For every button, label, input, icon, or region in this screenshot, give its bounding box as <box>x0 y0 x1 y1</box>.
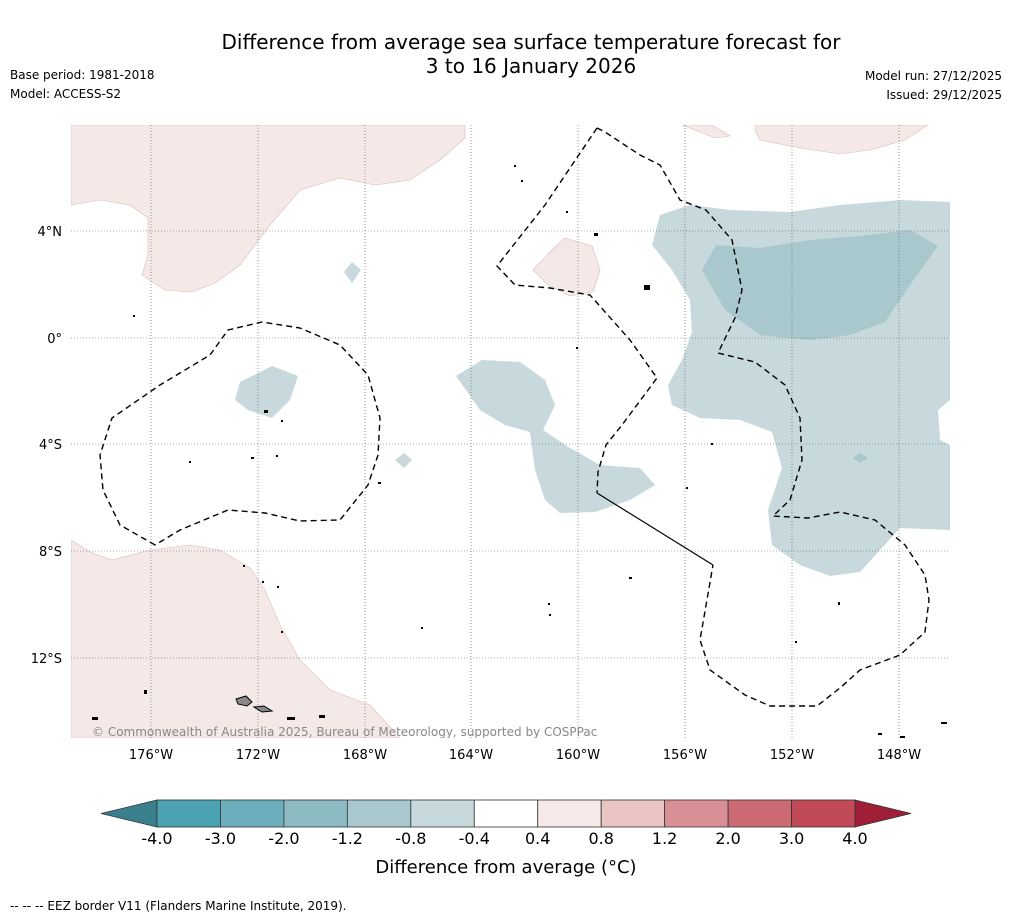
island-samoa-2 <box>252 705 274 713</box>
colorbar: -4.0 -3.0 -2.0 -1.2 -0.8 -0.4 0.4 0.8 1.2 2.0 3.0 4… <box>100 799 912 878</box>
warm-patch-central <box>532 237 601 297</box>
lon-label: 176°W <box>129 748 173 763</box>
warm-region-north-strip <box>681 125 731 139</box>
colorbar-segment <box>537 799 602 828</box>
gridlines <box>71 125 950 738</box>
colorbar-tick-label: -0.8 <box>395 829 426 848</box>
colorbar-ticks: -4.0 -3.0 -2.0 -1.2 -0.8 -0.4 0.4 0.8 1.2 2.0 3.0 4… <box>141 829 867 848</box>
colorbar-segment <box>220 799 285 828</box>
colorbar-tick-label: -4.0 <box>141 829 172 848</box>
colorbar-segment <box>283 799 348 828</box>
warm-region-northeast <box>754 125 929 155</box>
colorbar-tick-label: 4.0 <box>842 829 867 848</box>
model-run-date: Model run: 27/12/2025 <box>864 69 1002 83</box>
colorbar-tick-label: 0.4 <box>525 829 550 848</box>
colorbar-tick-label: 0.8 <box>588 829 613 848</box>
eez-border-line-islands <box>596 127 930 707</box>
colorbar-tick-label: -2.0 <box>268 829 299 848</box>
lon-label: 168°W <box>343 748 387 763</box>
colorbar-under-arrow <box>100 799 158 828</box>
issued-date: Issued: 29/12/2025 <box>886 88 1002 102</box>
lon-label: 160°W <box>556 748 600 763</box>
colorbar-segment <box>791 799 856 828</box>
colorbar-tick-label: 2.0 <box>715 829 740 848</box>
colorbar-tick-label: -3.0 <box>205 829 236 848</box>
lat-label: 0° <box>47 332 62 347</box>
colorbar-segment <box>664 799 729 828</box>
base-period: Base period: 1981-2018 <box>10 68 155 82</box>
title-line-2: 3 to 16 January 2026 <box>425 54 637 78</box>
eez-border-phoenix <box>496 127 658 494</box>
colorbar-over-arrow <box>854 799 912 828</box>
lon-label: 164°W <box>449 748 493 763</box>
colorbar-segment <box>156 799 221 828</box>
lat-label: 4°S <box>39 438 62 453</box>
lon-label: 152°W <box>770 748 814 763</box>
lon-label: 156°W <box>663 748 707 763</box>
cool-patch-west <box>235 366 298 418</box>
footnote-eez-source: -- -- -- EEZ border V11 (Flanders Marine… <box>10 899 347 913</box>
latitude-labels: 4°N 0° 4°S 8°S 12°S <box>31 225 62 667</box>
model-name: Model: ACCESS-S2 <box>10 87 122 101</box>
lat-label: 12°S <box>31 652 62 667</box>
lat-label: 8°S <box>39 545 62 560</box>
chart-title: Difference from average sea surface temp… <box>0 30 1011 78</box>
colorbar-title: Difference from average (°C) <box>375 857 636 878</box>
colorbar-tick-label: 1.2 <box>652 829 677 848</box>
lon-label: 148°W <box>877 748 921 763</box>
eez-borders <box>99 127 930 707</box>
map-area: © Commonwealth of Australia 2025, Bureau… <box>71 125 950 739</box>
island-samoa-1 <box>235 695 253 707</box>
colorbar-segment <box>473 799 539 828</box>
cool-patch-small-2 <box>395 453 412 468</box>
cool-region-central <box>456 360 655 513</box>
colorbar-segment <box>727 799 792 828</box>
warm-region-north <box>71 125 466 293</box>
cool-patch-small-1 <box>344 262 361 283</box>
cool-region-east-deep <box>702 230 938 340</box>
longitude-labels: 176°W 172°W 168°W 164°W 160°W 156°W 152°… <box>129 748 921 763</box>
lon-label: 172°W <box>236 748 280 763</box>
colorbar-tick-label: 3.0 <box>779 829 804 848</box>
meta-right: Model run: 27/12/2025 Issued: 29/12/2025 <box>865 67 1002 105</box>
colorbar-segments <box>156 799 856 828</box>
eez-border-solid <box>596 492 714 566</box>
colorbar-segment <box>410 799 475 828</box>
warm-region-southwest <box>71 539 401 738</box>
eez-border-west <box>99 321 381 546</box>
colorbar-tick-label: -1.2 <box>332 829 363 848</box>
cool-patch-small-3 <box>853 453 868 463</box>
meta-left: Base period: 1981-2018 Model: ACCESS-S2 <box>10 66 155 104</box>
title-line-1: Difference from average sea surface temp… <box>221 30 841 54</box>
copyright-text: © Commonwealth of Australia 2025, Bureau… <box>92 725 597 739</box>
lat-label: 4°N <box>38 225 63 240</box>
islands <box>92 165 947 738</box>
colorbar-tick-label: -0.4 <box>459 829 490 848</box>
colorbar-segment <box>600 799 666 828</box>
colorbar-segment <box>346 799 412 828</box>
